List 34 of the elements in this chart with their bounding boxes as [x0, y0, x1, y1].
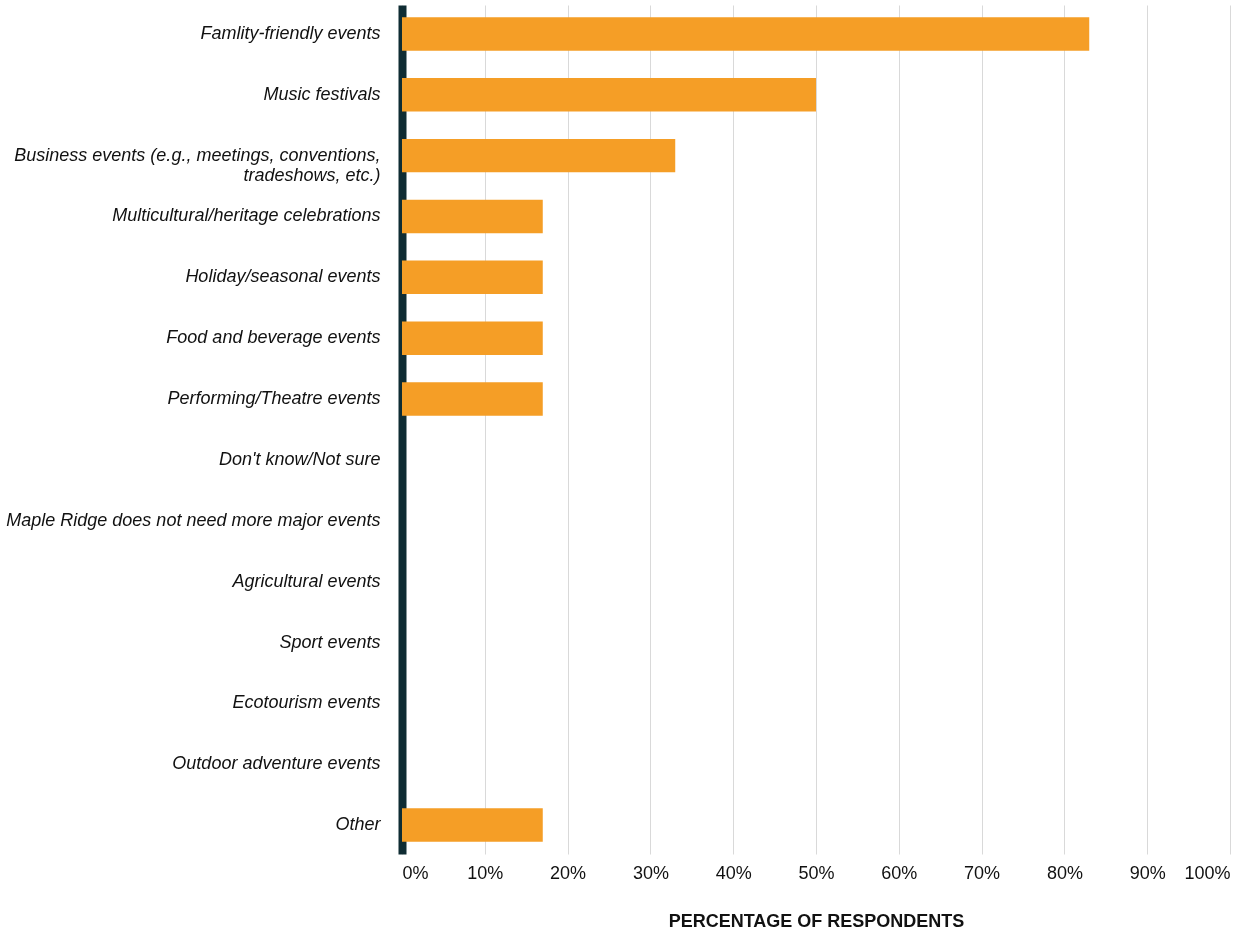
y-tick-label: Other	[335, 814, 382, 835]
x-tick-label: 10%	[467, 862, 504, 883]
x-tick-label: 100%	[1184, 862, 1231, 883]
x-tick-label: 40%	[715, 862, 752, 883]
y-tick-label: Multicultural/heritage celebrations	[112, 205, 381, 226]
x-tick-label: 0%	[402, 862, 429, 883]
bar	[402, 17, 1090, 51]
y-tick-label: Food and beverage events	[166, 327, 381, 348]
y-tick-label: Holiday/seasonal events	[185, 266, 381, 287]
x-axis-title: PERCENTAGE OF RESPONDENTS	[668, 910, 965, 931]
y-tick-label: Music festivals	[263, 83, 381, 104]
x-tick-label: 50%	[798, 862, 835, 883]
x-tick-label: 20%	[550, 862, 587, 883]
y-tick-label: Maple Ridge does not need more major events	[6, 509, 381, 530]
y-tick-label: Ecotourism events	[232, 692, 381, 713]
bar	[402, 199, 543, 234]
y-tick-label: Sport events	[279, 631, 381, 652]
x-tick-label: 90%	[1129, 862, 1166, 883]
bar	[402, 78, 816, 112]
x-tick-label: 30%	[632, 862, 669, 883]
y-tick-label: Don't know/Not sure	[218, 448, 381, 469]
bar	[402, 321, 543, 355]
y-tick-label: Performing/Theatre events	[167, 388, 381, 409]
bar	[402, 382, 543, 416]
y-tick-label: Business events (e.g., meetings, conventions, tradeshows, etc.)	[14, 144, 381, 185]
y-tick-label: Famlity-friendly events	[200, 22, 381, 43]
y-tick-label: Outdoor adventure events	[172, 753, 381, 774]
bar	[402, 260, 543, 295]
bar	[402, 138, 676, 173]
bar	[402, 808, 543, 842]
y-tick-label: Agricultural events	[231, 570, 381, 591]
x-tick-label: 70%	[964, 862, 1001, 883]
x-tick-label: 60%	[881, 862, 918, 883]
x-tick-label: 80%	[1046, 862, 1083, 883]
